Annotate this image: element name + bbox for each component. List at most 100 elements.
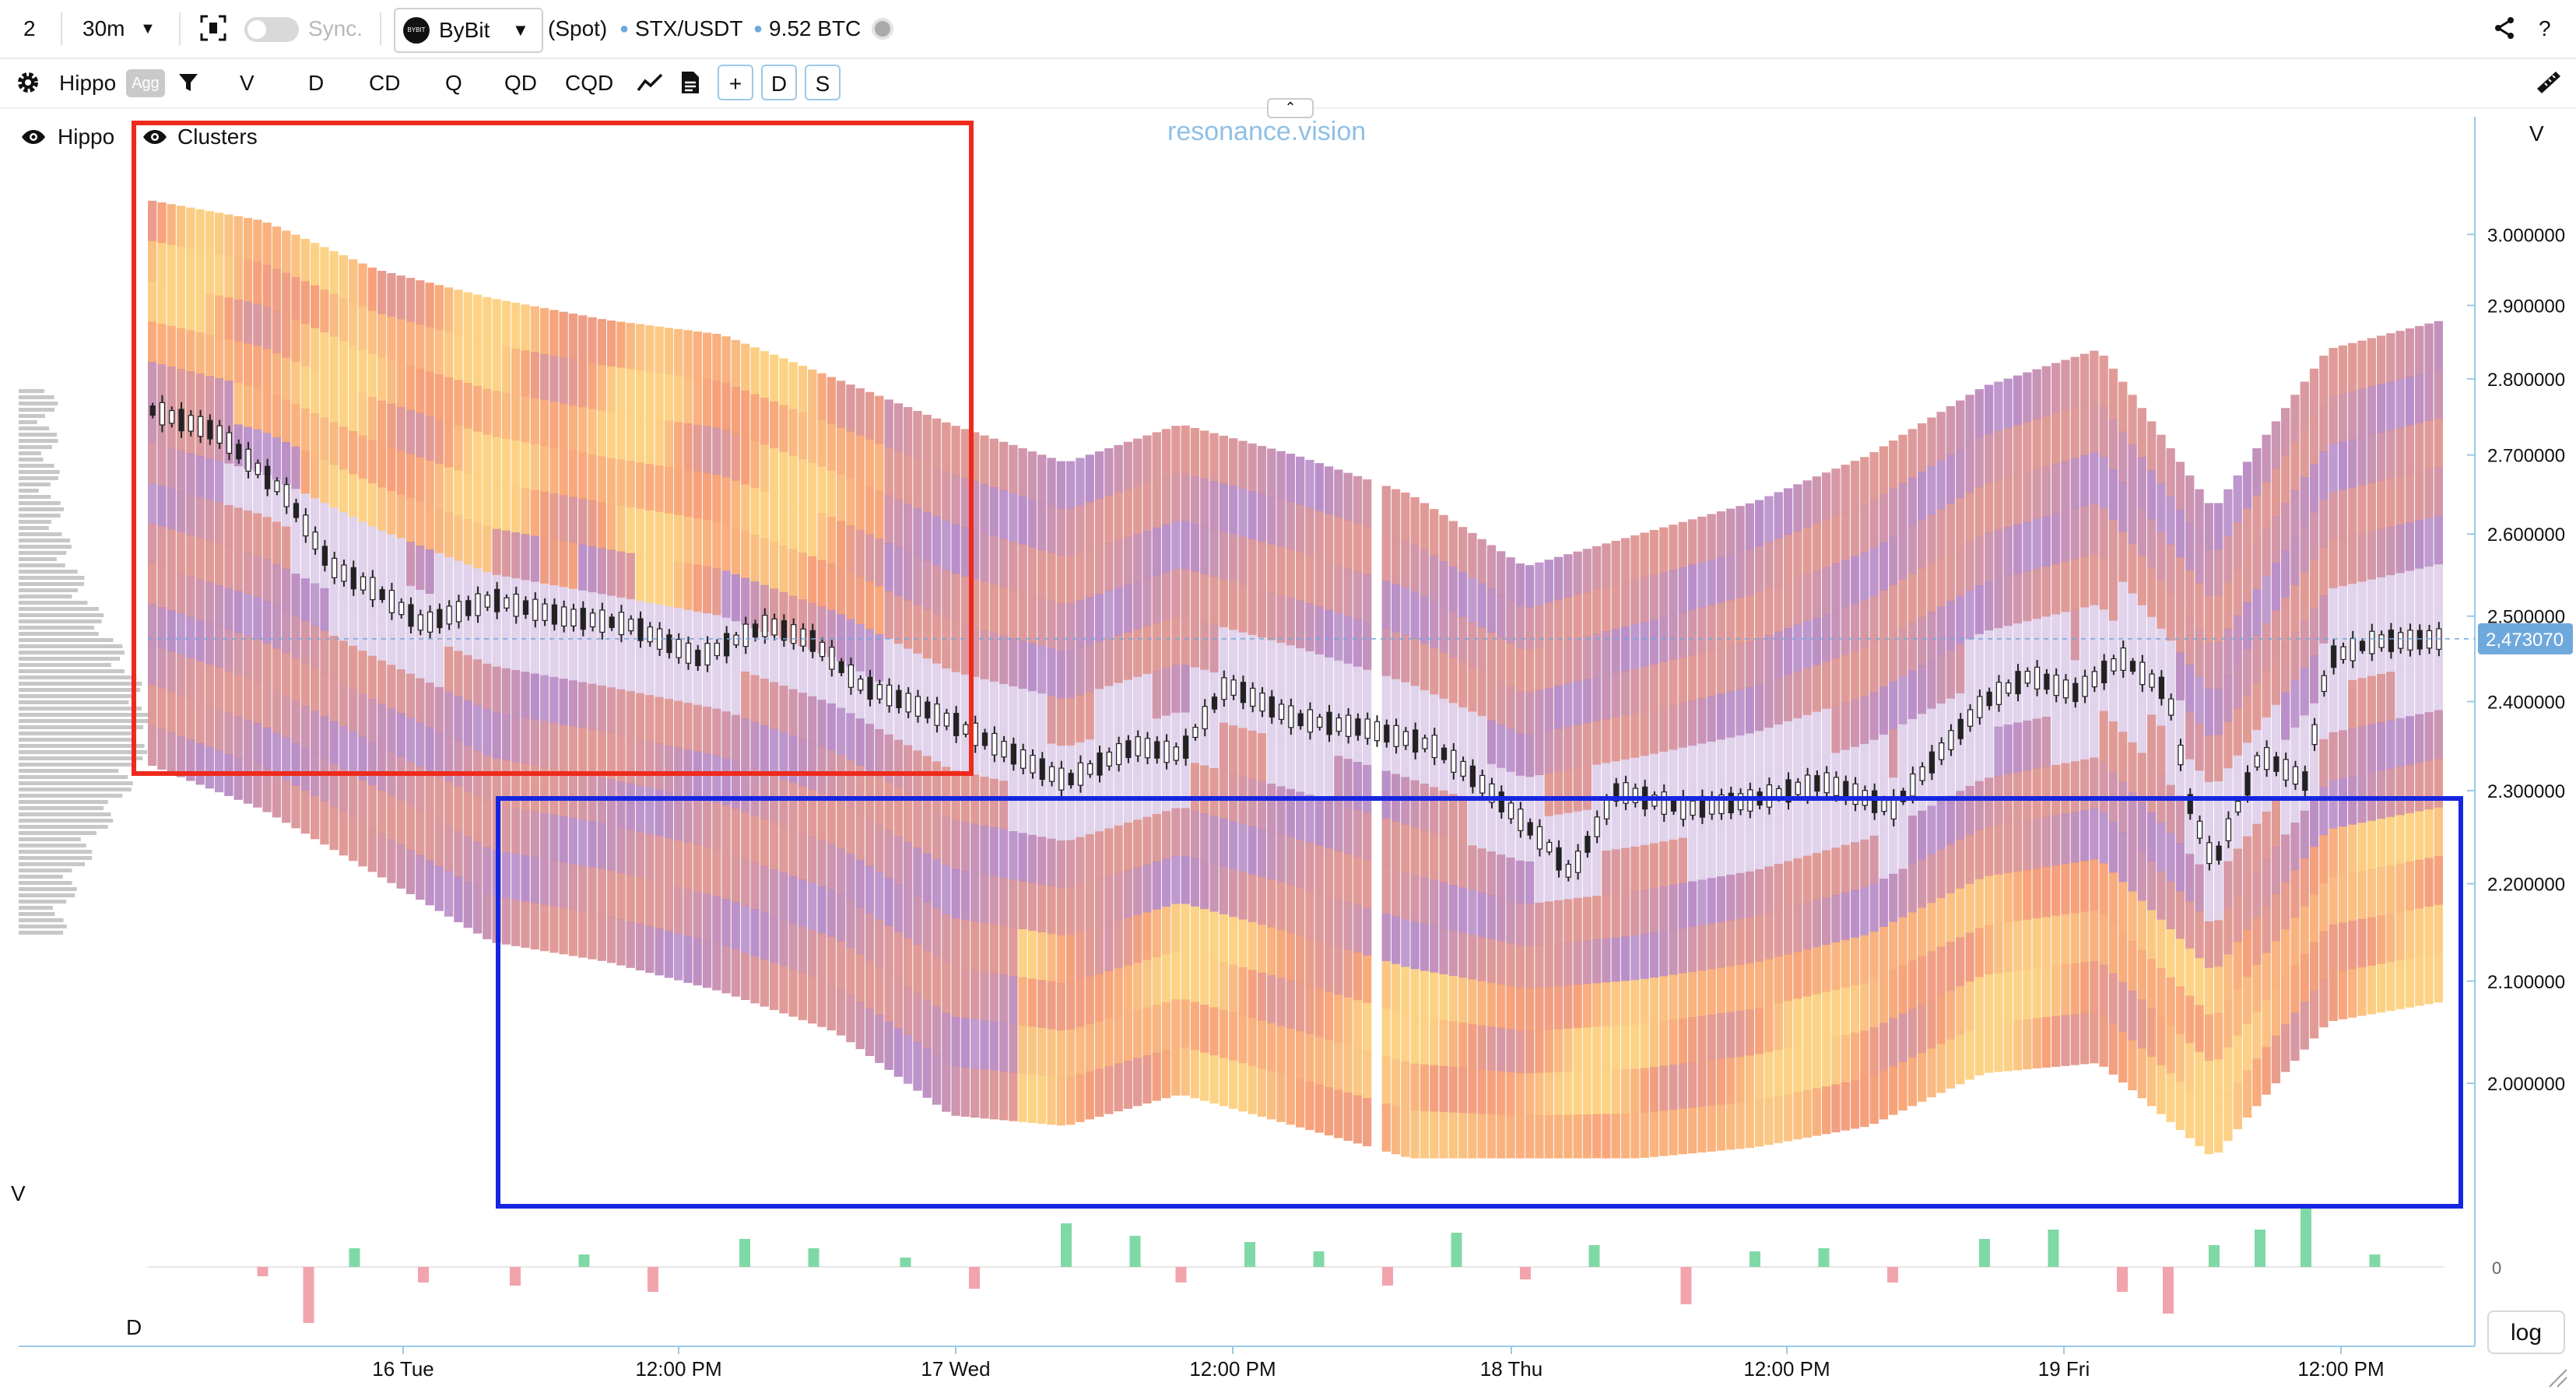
sync-toggle[interactable] bbox=[244, 17, 299, 42]
cluster-cell bbox=[817, 933, 826, 981]
cluster-cell bbox=[253, 346, 262, 388]
cluster-cell bbox=[1994, 973, 2003, 1023]
cluster-cell bbox=[1936, 704, 1946, 753]
ruler-icon[interactable] bbox=[2536, 70, 2562, 93]
cluster-cell bbox=[454, 831, 463, 878]
price-tick-label: 2.900000 bbox=[2487, 296, 2565, 317]
cluster-cell bbox=[262, 349, 272, 391]
cluster-cell bbox=[1841, 702, 1850, 751]
chevron-down-icon[interactable]: ▼ bbox=[140, 20, 156, 37]
cluster-cell bbox=[215, 543, 224, 586]
layout-count[interactable]: 2 bbox=[23, 16, 36, 40]
cluster-cell bbox=[262, 307, 272, 349]
cluster-cell bbox=[1353, 1095, 1363, 1144]
pair-label[interactable]: STX/USDT bbox=[635, 16, 743, 40]
toolbar-button-qd[interactable]: QD bbox=[504, 71, 537, 95]
cluster-cell bbox=[2329, 444, 2338, 493]
filter-icon[interactable] bbox=[177, 72, 199, 93]
candle-body bbox=[800, 628, 806, 647]
cluster-cell bbox=[224, 214, 233, 257]
cluster-cell bbox=[1123, 584, 1133, 633]
toolbar-button-cqd[interactable]: CQD bbox=[565, 71, 614, 95]
candle-body bbox=[2006, 682, 2012, 694]
screenshot-icon[interactable] bbox=[199, 14, 227, 42]
cluster-cell bbox=[1956, 888, 1965, 938]
cluster-cell bbox=[463, 383, 472, 429]
toolbar-button-v[interactable]: V bbox=[240, 71, 254, 95]
cluster-cell bbox=[2157, 1016, 2166, 1066]
help-button[interactable]: ? bbox=[2539, 16, 2551, 40]
cluster-cell bbox=[884, 1021, 893, 1070]
toolbar-button-q[interactable]: Q bbox=[445, 71, 462, 95]
share-icon[interactable] bbox=[2492, 16, 2517, 40]
toolbar-button-s-boxed[interactable]: S bbox=[805, 65, 841, 100]
cluster-chart[interactable]: 3.0000002.9000002.8000002.7000002.600000… bbox=[0, 109, 2576, 1393]
cluster-cell bbox=[635, 508, 645, 556]
cluster-cell bbox=[1133, 963, 1142, 1011]
cluster-cell bbox=[1161, 858, 1171, 907]
cluster-cell bbox=[1898, 675, 1907, 725]
cluster-cell bbox=[1869, 548, 1879, 597]
cluster-cell bbox=[1573, 595, 1582, 639]
cluster-cell bbox=[1764, 913, 1774, 960]
cluster-cell bbox=[463, 837, 472, 882]
cluster-cell bbox=[1525, 1115, 1535, 1159]
cluster-cell bbox=[1152, 957, 1161, 1005]
cluster-cell bbox=[1142, 769, 1152, 818]
cluster-cell bbox=[1745, 963, 1754, 1010]
cluster-cell bbox=[1439, 698, 1448, 746]
log-scale-button[interactable]: log bbox=[2487, 1311, 2565, 1354]
cluster-cell bbox=[1678, 1108, 1687, 1155]
cluster-cell bbox=[1841, 1082, 1850, 1131]
cluster-cell bbox=[1783, 1094, 1793, 1142]
cluster-cell bbox=[2128, 1040, 2137, 1090]
document-icon[interactable] bbox=[680, 70, 700, 95]
cluster-cell bbox=[195, 374, 205, 416]
legend-clusters[interactable]: Clusters bbox=[177, 125, 258, 149]
volume-profile-bar bbox=[19, 663, 111, 667]
line-chart-icon[interactable] bbox=[637, 72, 663, 93]
cluster-cell bbox=[1257, 925, 1267, 974]
toolbar-button-cd[interactable]: CD bbox=[369, 71, 401, 95]
gear-icon[interactable] bbox=[16, 70, 40, 95]
cluster-cell bbox=[2070, 812, 2079, 863]
toolbar-button-d[interactable]: D bbox=[308, 71, 325, 95]
indicator-set-label[interactable]: Hippo bbox=[59, 71, 117, 95]
resize-handle-icon[interactable] bbox=[2546, 1367, 2570, 1390]
cluster-cell bbox=[1620, 626, 1630, 672]
cluster-cell bbox=[339, 469, 349, 513]
candle-body bbox=[1805, 774, 1811, 798]
cluster-cell bbox=[205, 293, 215, 335]
candle-body bbox=[2331, 645, 2337, 668]
cluster-cell bbox=[501, 484, 511, 532]
cluster-cell bbox=[549, 493, 559, 540]
cluster-cell bbox=[2233, 661, 2242, 710]
cluster-cell bbox=[1468, 979, 1477, 1025]
cluster-cell bbox=[272, 353, 282, 396]
cluster-cell bbox=[1200, 1005, 1209, 1054]
cluster-cell bbox=[970, 970, 980, 1020]
legend-hippo[interactable]: Hippo bbox=[58, 125, 115, 149]
add-indicator-button[interactable]: + bbox=[718, 65, 753, 100]
cluster-cell bbox=[750, 909, 760, 957]
cluster-cell bbox=[817, 419, 826, 468]
volume-profile-bar bbox=[19, 470, 60, 474]
interval-select[interactable]: 30m bbox=[82, 16, 125, 40]
cluster-cell bbox=[1879, 1023, 1889, 1072]
cluster-cell bbox=[1812, 900, 1821, 948]
collapse-toolbar-button[interactable]: ⌃ bbox=[1267, 98, 1314, 118]
agg-badge[interactable]: Agg bbox=[126, 69, 165, 97]
cluster-cell bbox=[702, 660, 712, 707]
candle-body bbox=[2388, 630, 2394, 652]
cluster-cell bbox=[1515, 733, 1525, 777]
cluster-cell bbox=[1152, 479, 1161, 528]
cluster-cell bbox=[272, 268, 282, 312]
exchange-select[interactable]: BYBIT ByBit ▼ bbox=[394, 8, 543, 53]
cluster-cell bbox=[645, 510, 655, 557]
eye-icon[interactable] bbox=[142, 128, 168, 146]
cluster-cell bbox=[1027, 595, 1037, 644]
eye-icon[interactable] bbox=[20, 128, 47, 146]
toolbar-button-d-boxed[interactable]: D bbox=[761, 65, 797, 100]
cluster-cell bbox=[2281, 692, 2290, 741]
cluster-cell bbox=[1936, 654, 1946, 704]
